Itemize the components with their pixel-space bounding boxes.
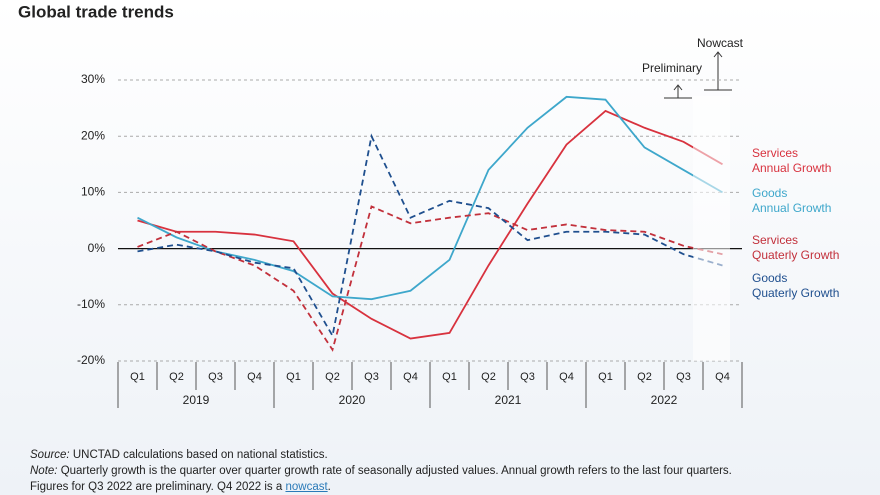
x-tick-label: Q1	[130, 371, 145, 383]
x-tick-label: Q4	[715, 371, 730, 383]
note-text: Quarterly growth is the quarter over qua…	[57, 465, 732, 477]
y-tick-label: 30%	[81, 72, 105, 86]
series-line	[137, 109, 723, 340]
figures-text: Figures for Q3 2022 are preliminary. Q4 …	[30, 481, 286, 493]
source-label: Source:	[30, 449, 70, 461]
footer: Source: UNCTAD calculations based on nat…	[30, 447, 732, 495]
x-tick-label: Q2	[169, 371, 184, 383]
x-tick-label: Q4	[559, 371, 574, 383]
x-tick-label: Q3	[208, 371, 223, 383]
figures: Figures for Q3 2022 are preliminary. Q4 …	[30, 479, 732, 495]
annotation: Preliminary	[642, 61, 702, 75]
annotation: Nowcast	[697, 36, 744, 50]
x-tick-label: Q3	[520, 371, 535, 383]
y-tick-label: -10%	[77, 297, 105, 311]
legend-entry: Services Annual Growth	[752, 146, 832, 175]
source: Source: UNCTAD calculations based on nat…	[30, 447, 732, 463]
legend-entry: Goods Annual Growth	[752, 186, 832, 215]
x-tick-label: Q1	[286, 371, 301, 383]
end: .	[327, 481, 331, 493]
x-tick-label: Q2	[325, 371, 340, 383]
year-label: 2021	[495, 393, 522, 407]
note: Note: Quarterly growth is the quarter ov…	[30, 463, 732, 479]
y-tick-label: 0%	[88, 241, 106, 255]
nowcast-link[interactable]: nowcast	[285, 481, 328, 493]
series-line	[137, 205, 723, 352]
x-tick-label: Q1	[442, 371, 457, 383]
x-tick-label: Q2	[637, 371, 652, 383]
series-line	[137, 95, 723, 301]
nowcast-band	[693, 96, 730, 361]
legend-entry: Services Quaterly Growth	[752, 233, 840, 262]
series-line	[137, 133, 723, 339]
annotation-arrows	[664, 51, 732, 99]
x-tick-label: Q2	[481, 371, 496, 383]
y-tick-label: 20%	[81, 128, 105, 142]
x-tick-label: Q4	[403, 371, 418, 383]
source-text: UNCTAD calculations based on national st…	[69, 449, 328, 461]
note-label: Note:	[30, 465, 58, 477]
x-tick-label: Q3	[364, 371, 379, 383]
x-tick-label: Q3	[676, 371, 691, 383]
x-tick-label: Q4	[247, 371, 262, 383]
year-label: 2020	[339, 393, 366, 407]
y-tick-label: -20%	[77, 353, 105, 367]
x-tick-label: Q1	[598, 371, 613, 383]
y-tick-label: 10%	[81, 185, 105, 199]
chart-title: Global trade trends	[18, 2, 174, 21]
year-label: 2022	[651, 393, 678, 407]
year-label: 2019	[183, 393, 210, 407]
legend-entry: Goods Quaterly Growth	[752, 271, 840, 300]
